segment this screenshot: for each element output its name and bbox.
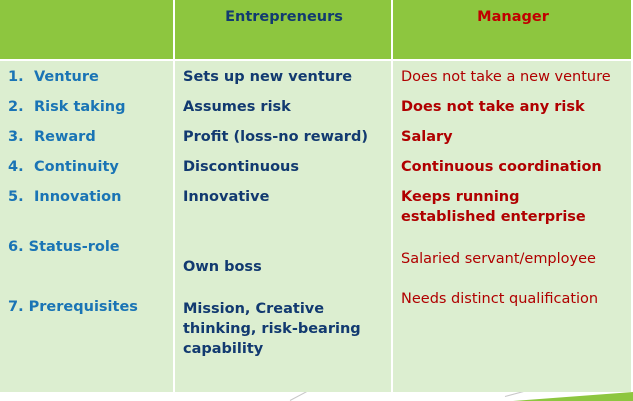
header-entrepreneurs: Entrepreneurs bbox=[173, 0, 392, 60]
entrepreneur-reward: Profit (loss-no reward) bbox=[183, 129, 368, 145]
feature-prerequisites: 7. Prerequisites bbox=[8, 299, 138, 315]
manager-venture: Does not take a new venture bbox=[401, 69, 611, 85]
spacer bbox=[8, 217, 167, 237]
table-header-row: Entrepreneurs Manager bbox=[0, 0, 631, 60]
comparison-table: Entrepreneurs Manager 1. Venture 2. Risk t… bbox=[0, 0, 631, 392]
spacer bbox=[401, 237, 625, 249]
entrepreneur-continuity: Discontinuous bbox=[183, 159, 299, 175]
feature-venture: 1. Venture bbox=[8, 69, 99, 85]
spacer bbox=[183, 217, 385, 257]
entrepreneur-risk-taking: Assumes risk bbox=[183, 99, 291, 115]
manager-column: Does not take a new venture Does not tak… bbox=[391, 59, 631, 392]
feature-continuity: 4. Continuity bbox=[8, 159, 119, 175]
manager-risk-taking: Does not take any risk bbox=[401, 99, 585, 115]
feature-innovation: 5. Innovation bbox=[8, 189, 122, 205]
decorative-triangle bbox=[513, 392, 633, 401]
entrepreneur-prerequisites: Mission, Creative thinking, risk-bearing… bbox=[183, 301, 361, 357]
feature-risk-taking: 2. Risk taking bbox=[8, 99, 126, 115]
entrepreneur-venture: Sets up new venture bbox=[183, 69, 353, 85]
entrepreneur-status-role: Own boss bbox=[183, 259, 262, 275]
feature-status-role: 6. Status-role bbox=[8, 239, 120, 255]
table-body-row: 1. Venture 2. Risk taking 3. Reward 4. Conti… bbox=[0, 59, 631, 392]
manager-prerequisites: Needs distinct qualification bbox=[401, 291, 599, 307]
feature-column: 1. Venture 2. Risk taking 3. Reward 4. Conti… bbox=[0, 59, 174, 392]
feature-reward: 3. Reward bbox=[8, 129, 96, 145]
header-manager: Manager bbox=[391, 0, 631, 60]
manager-status-role: Salaried servant/employee bbox=[401, 251, 596, 267]
manager-innovation: Keeps running established enterprise bbox=[401, 189, 586, 225]
header-feature-cell bbox=[0, 0, 174, 60]
entrepreneur-column: Sets up new venture Assumes risk Profit … bbox=[173, 59, 392, 392]
manager-reward: Salary bbox=[401, 129, 453, 145]
manager-continuity: Continuous coordination bbox=[401, 159, 602, 175]
entrepreneur-innovation: Innovative bbox=[183, 189, 270, 205]
